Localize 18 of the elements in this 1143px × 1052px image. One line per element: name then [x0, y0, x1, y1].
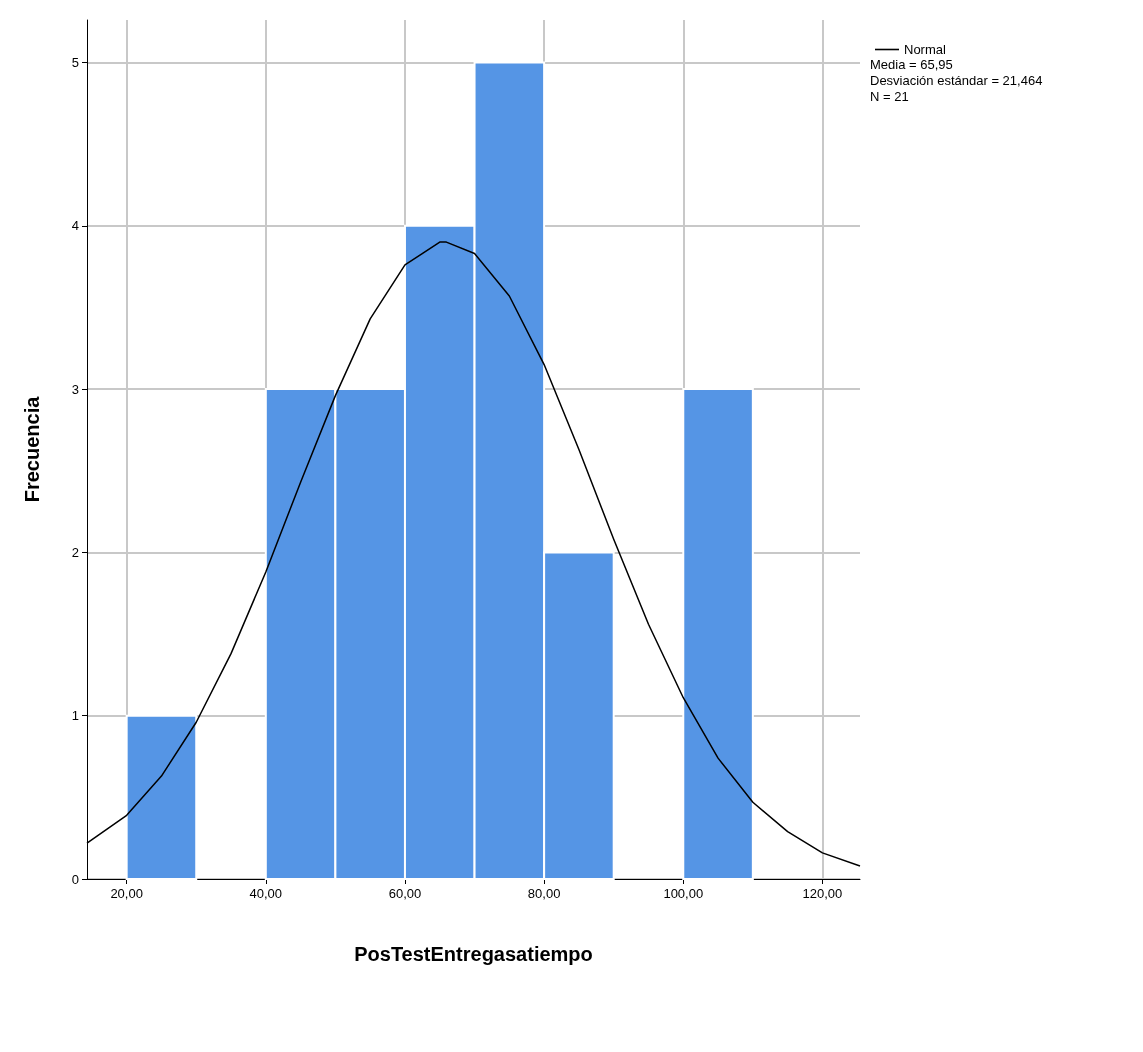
y-tick-label: 4 [71, 218, 79, 234]
x-tick-label: 80,00 [527, 886, 561, 901]
y-tick-label: 5 [71, 54, 79, 70]
x-tick-label: 40,00 [249, 886, 283, 901]
y-tick-label: 3 [71, 381, 79, 397]
legend-label: Normal [904, 42, 947, 57]
y-tick-label: 2 [71, 544, 79, 560]
text: N = 21 [870, 89, 909, 104]
x-tick-label: 120,00 [802, 886, 843, 901]
y-tick-label: 0 [71, 871, 79, 887]
y-axis-title: Frecuencia [21, 395, 43, 503]
x-axis-title: PosTestEntregasatiempo [354, 943, 593, 965]
text: Media = 65,95 [870, 57, 953, 72]
text: Desviación estándar = 21,464 [870, 73, 1043, 88]
y-tick-label: 1 [71, 708, 79, 724]
x-tick-label: 20,00 [110, 886, 143, 901]
x-tick-label: 100,00 [663, 886, 704, 901]
x-tick-label: 60,00 [388, 886, 422, 901]
